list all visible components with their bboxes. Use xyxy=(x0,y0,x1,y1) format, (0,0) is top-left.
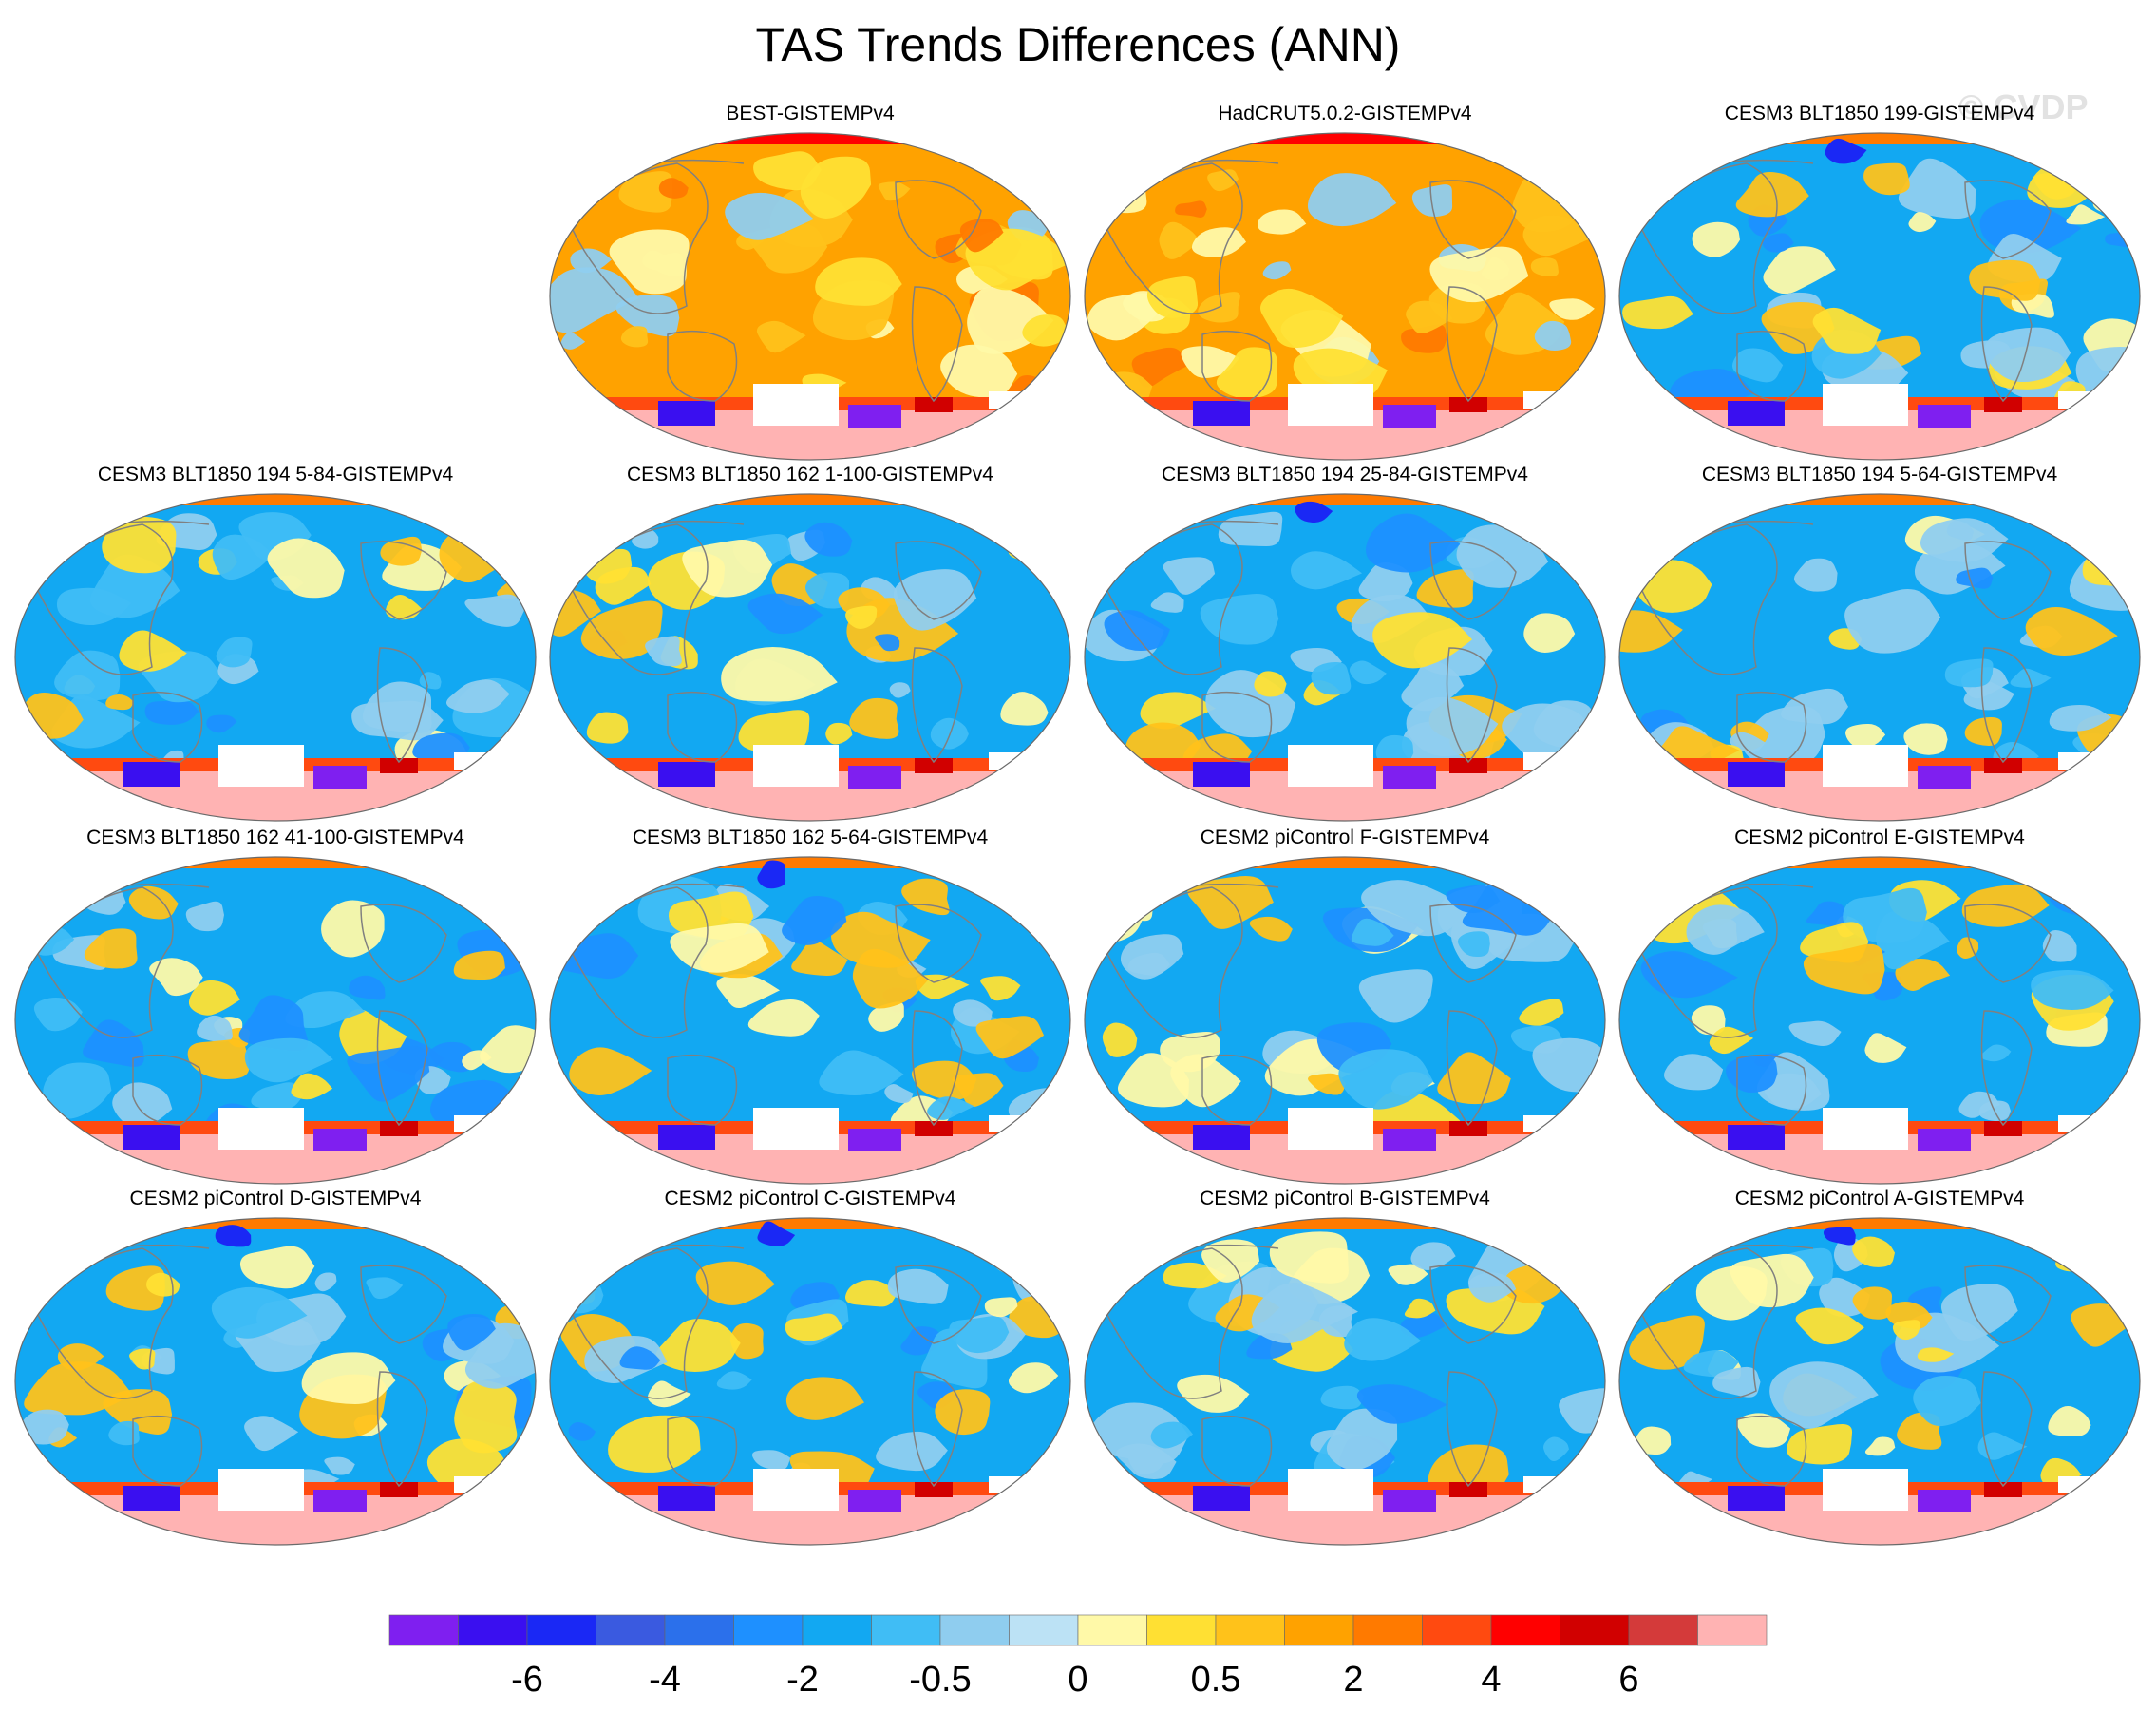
robinson-map xyxy=(1084,1217,1606,1546)
colorbar-bin xyxy=(871,1614,941,1646)
figure-title: TAS Trends Differences (ANN) xyxy=(755,18,1401,71)
colorbar-bin xyxy=(1490,1614,1560,1646)
colorbar-bin xyxy=(1077,1614,1147,1646)
panel-title: CESM2 piControl E-GISTEMPv4 xyxy=(1734,827,2025,848)
colorbar-tick-label: 4 xyxy=(1481,1660,1501,1700)
map-panel: CESM2 piControl E-GISTEMPv4 xyxy=(1614,827,2146,1189)
map-panel: HadCRUT5.0.2-GISTEMPv4 xyxy=(1079,103,1611,466)
map-panel: CESM2 piControl A-GISTEMPv4 xyxy=(1614,1188,2146,1550)
map-panel: BEST-GISTEMPv4 xyxy=(544,103,1076,466)
panel-title: CESM3 BLT1850 162 5-64-GISTEMPv4 xyxy=(632,827,989,848)
colorbar-bin xyxy=(596,1614,666,1646)
panel-title: BEST-GISTEMPv4 xyxy=(726,103,895,124)
robinson-map xyxy=(14,856,537,1185)
map-panel: CESM2 piControl D-GISTEMPv4 xyxy=(9,1188,541,1550)
colorbar-bin xyxy=(1009,1614,1079,1646)
colorbar-tick-label: -4 xyxy=(649,1660,681,1700)
panel-title: CESM3 BLT1850 162 1-100-GISTEMPv4 xyxy=(627,464,993,485)
robinson-map xyxy=(549,132,1071,461)
map-panel: CESM2 piControl C-GISTEMPv4 xyxy=(544,1188,1076,1550)
panel-title: CESM2 piControl D-GISTEMPv4 xyxy=(129,1188,422,1209)
colorbar-tick-label: 0.5 xyxy=(1191,1660,1241,1700)
map-panel: CESM2 piControl B-GISTEMPv4 xyxy=(1079,1188,1611,1550)
robinson-map xyxy=(1618,1217,2141,1546)
map-panel: CESM3 BLT1850 194 5-64-GISTEMPv4 xyxy=(1614,464,2146,827)
colorbar-bin xyxy=(1560,1614,1630,1646)
robinson-map xyxy=(1618,132,2141,461)
panel-title: CESM3 BLT1850 194 25-84-GISTEMPv4 xyxy=(1162,464,1528,485)
colorbar-bin xyxy=(1628,1614,1698,1646)
colorbar-bin xyxy=(802,1614,872,1646)
robinson-map xyxy=(1618,493,2141,822)
map-panel: CESM3 BLT1850 199-GISTEMPv4 xyxy=(1614,103,2146,466)
map-panel: CESM3 BLT1850 194 5-84-GISTEMPv4 xyxy=(9,464,541,827)
map-panel: CESM3 BLT1850 162 5-64-GISTEMPv4 xyxy=(544,827,1076,1189)
panel-title: CESM2 piControl F-GISTEMPv4 xyxy=(1200,827,1490,848)
robinson-map xyxy=(1084,132,1606,461)
watermark: © CVDP xyxy=(1958,87,2089,126)
colorbar-bin xyxy=(526,1614,596,1646)
colorbar-bin xyxy=(939,1614,1010,1646)
colorbar-bin xyxy=(1146,1614,1217,1646)
robinson-map xyxy=(549,856,1071,1185)
colorbar-bin xyxy=(1697,1614,1768,1646)
robinson-map xyxy=(549,493,1071,822)
panel-title: CESM2 piControl B-GISTEMPv4 xyxy=(1200,1188,1490,1209)
colorbar-tick-label: 2 xyxy=(1343,1660,1363,1700)
colorbar-tick-label: 6 xyxy=(1618,1660,1638,1700)
colorbar-bin xyxy=(1352,1614,1423,1646)
colorbar-bin xyxy=(388,1614,459,1646)
colorbar-bin xyxy=(733,1614,804,1646)
panel-title: CESM3 BLT1850 162 41-100-GISTEMPv4 xyxy=(86,827,464,848)
robinson-map xyxy=(549,1217,1071,1546)
colorbar-tick-label: 0 xyxy=(1068,1660,1087,1700)
panel-title: CESM3 BLT1850 194 5-64-GISTEMPv4 xyxy=(1701,464,2058,485)
robinson-map xyxy=(1618,856,2141,1185)
map-panel: CESM3 BLT1850 162 1-100-GISTEMPv4 xyxy=(544,464,1076,827)
panel-title: CESM2 piControl A-GISTEMPv4 xyxy=(1734,1188,2025,1209)
robinson-map xyxy=(1084,856,1606,1185)
panel-title: CESM3 BLT1850 194 5-84-GISTEMPv4 xyxy=(97,464,454,485)
robinson-map xyxy=(1084,493,1606,822)
map-panel: CESM3 BLT1850 162 41-100-GISTEMPv4 xyxy=(9,827,541,1189)
colorbar-bin xyxy=(458,1614,528,1646)
colorbar-bin xyxy=(664,1614,734,1646)
map-panel: CESM3 BLT1850 194 25-84-GISTEMPv4 xyxy=(1079,464,1611,827)
colorbar-tick-label: -6 xyxy=(511,1660,543,1700)
panel-title: HadCRUT5.0.2-GISTEMPv4 xyxy=(1218,103,1472,124)
colorbar-bin xyxy=(1215,1614,1285,1646)
robinson-map xyxy=(14,1217,537,1546)
map-panel: CESM2 piControl F-GISTEMPv4 xyxy=(1079,827,1611,1189)
colorbar-bin xyxy=(1422,1614,1492,1646)
panel-title: CESM3 BLT1850 199-GISTEMPv4 xyxy=(1724,103,2035,124)
colorbar-tick-label: -0.5 xyxy=(909,1660,971,1700)
panel-title: CESM2 piControl C-GISTEMPv4 xyxy=(664,1188,956,1209)
colorbar-tick-label: -2 xyxy=(786,1660,819,1700)
robinson-map xyxy=(14,493,537,822)
colorbar-bin xyxy=(1284,1614,1354,1646)
